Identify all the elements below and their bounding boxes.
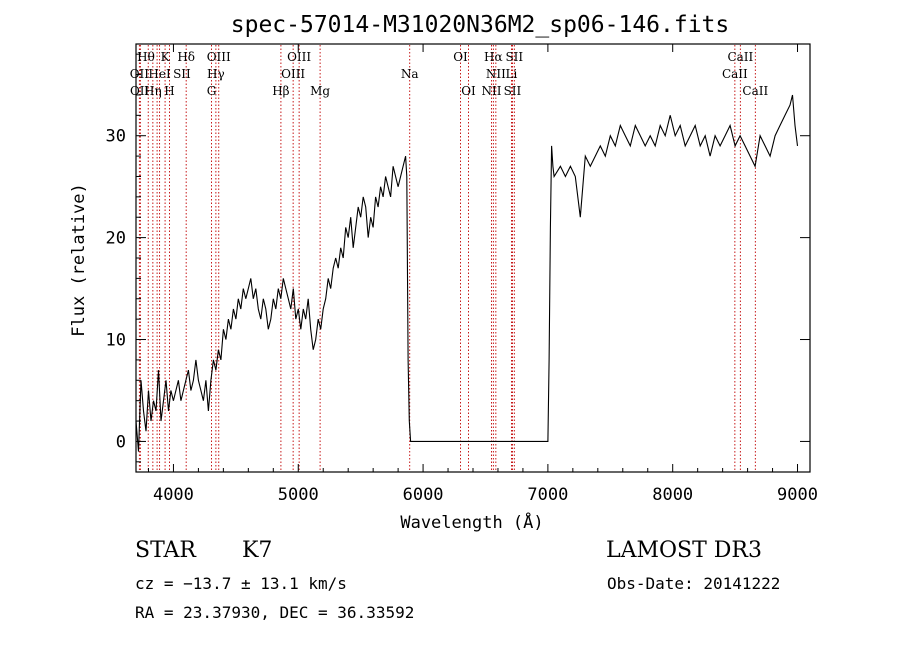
line-marker-label: Hγ [207,67,225,81]
x-tick-label: 8000 [652,485,693,505]
object-class: STAR [135,538,196,563]
ra-dec: RA = 23.37930, DEC = 36.33592 [135,603,415,622]
y-tick-label: 30 [106,127,126,147]
x-tick-label: 6000 [403,485,444,505]
redshift-cz: cz = −13.7 ± 13.1 km/s [135,574,347,593]
spectrum-line [135,94,799,452]
y-tick-label: 0 [116,432,126,452]
line-marker-label: CaII [727,50,753,64]
line-marker-label: Hη [144,84,162,98]
line-marker-label: Hα [484,50,503,64]
x-tick-label: 5000 [278,485,319,505]
plot-frame [135,43,811,473]
survey-name: LAMOST DR3 [606,538,762,563]
x-axis-label: Wavelength (Å) [400,511,543,533]
y-tick-label: 10 [106,331,126,351]
line-marker-label: Li [506,67,518,81]
line-marker-label: OI [453,50,468,64]
line-marker-label: H [164,84,174,98]
obs-date: Obs-Date: 20141222 [607,574,781,593]
line-marker-label: OIII [281,67,305,81]
object-subclass: K7 [242,538,273,563]
line-marker-label: Hδ [177,50,195,64]
line-marker-label: SII [173,67,191,81]
line-marker-label: HeI [148,67,171,81]
line-marker-label: OII [130,67,150,81]
line-marker-label: CaII [722,67,748,81]
line-marker-label: OIII [287,50,311,64]
line-marker-label: Mg [310,84,330,98]
line-marker-label: Hθ [137,50,155,64]
chart-title: spec-57014-M31020N36M2_sp06-146.fits [231,12,730,38]
line-marker-label: K [161,50,171,64]
line-marker-label: Na [401,67,419,81]
y-axis-ticks: 0 10 20 30 [106,53,810,463]
line-marker-label: SII [505,50,523,64]
line-marker-label: OII [130,84,150,98]
line-marker-label: OI [461,84,476,98]
line-marker-label: Hβ [272,84,289,98]
line-marker-label: NII [486,67,506,81]
line-marker-label: OIII [207,50,231,64]
line-marker-label: SII [504,84,522,98]
x-tick-label: 9000 [777,485,818,505]
x-axis-ticks: 4000 5000 6000 7000 8000 9000 [147,44,818,505]
line-marker-label: NII [481,84,501,98]
y-tick-label: 20 [106,229,126,249]
line-marker-label: CaII [742,84,768,98]
x-tick-label: 7000 [527,485,568,505]
y-axis-label: Flux (relative) [69,183,89,337]
line-marker-label: G [207,84,217,98]
x-tick-label: 4000 [153,485,194,505]
